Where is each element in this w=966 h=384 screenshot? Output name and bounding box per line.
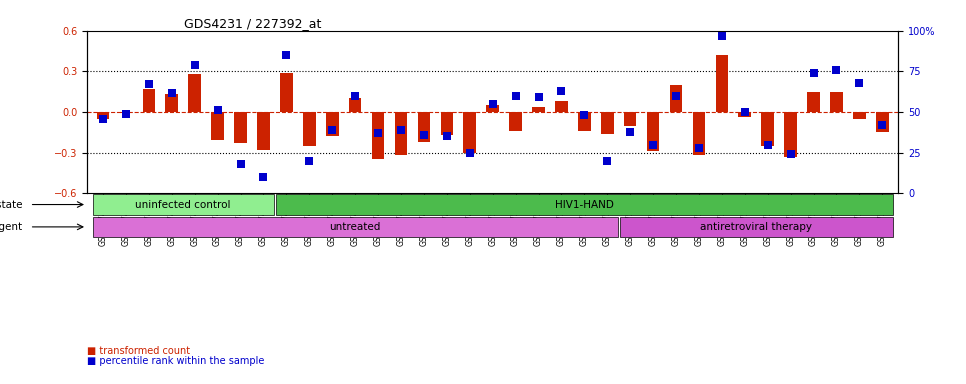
Point	[852, 80, 867, 86]
Bar	[303, 112, 316, 146]
Point	[622, 129, 638, 135]
Point	[737, 109, 753, 115]
FancyBboxPatch shape	[620, 217, 893, 237]
Bar	[326, 112, 338, 136]
Text: ■ percentile rank within the sample: ■ percentile rank within the sample	[87, 356, 265, 366]
Bar	[417, 112, 430, 142]
Bar	[212, 112, 224, 141]
Bar	[486, 105, 499, 112]
Point	[164, 89, 180, 96]
Bar	[716, 55, 728, 112]
Point	[829, 67, 844, 73]
Point	[233, 161, 248, 167]
Bar	[120, 112, 132, 113]
Bar	[509, 112, 522, 131]
Point	[348, 93, 363, 99]
Point	[440, 133, 455, 139]
Text: untreated: untreated	[329, 222, 381, 232]
Bar	[784, 112, 797, 157]
Bar	[853, 112, 866, 119]
Text: antiretroviral therapy: antiretroviral therapy	[700, 222, 812, 232]
Bar	[624, 112, 637, 126]
Point	[210, 108, 225, 114]
FancyBboxPatch shape	[93, 194, 273, 215]
Point	[301, 158, 317, 164]
Text: ■ transformed count: ■ transformed count	[87, 346, 190, 356]
Point	[760, 141, 776, 147]
Text: HIV1-HAND: HIV1-HAND	[554, 200, 613, 210]
Point	[530, 94, 546, 101]
Point	[256, 174, 271, 180]
Text: uninfected control: uninfected control	[135, 200, 231, 210]
Point	[714, 33, 729, 39]
Bar	[165, 94, 178, 112]
Point	[577, 112, 592, 118]
Bar	[601, 112, 613, 134]
Bar	[395, 112, 408, 156]
Bar	[669, 85, 682, 112]
FancyBboxPatch shape	[93, 217, 617, 237]
Bar	[693, 112, 705, 156]
Point	[692, 145, 707, 151]
Point	[118, 111, 133, 117]
Point	[393, 127, 409, 133]
Point	[554, 88, 569, 94]
Bar	[188, 74, 201, 112]
Bar	[808, 92, 820, 112]
Text: GDS4231 / 227392_at: GDS4231 / 227392_at	[185, 17, 322, 30]
Point	[485, 101, 500, 107]
Bar	[761, 112, 774, 146]
Point	[187, 62, 203, 68]
Bar	[349, 98, 361, 112]
Bar	[440, 112, 453, 135]
Point	[600, 158, 615, 164]
Point	[278, 52, 294, 58]
Bar	[372, 112, 384, 159]
Bar	[143, 89, 156, 112]
Bar	[280, 73, 293, 112]
Bar	[257, 112, 270, 150]
Point	[782, 151, 798, 157]
Bar	[738, 112, 752, 118]
Bar	[578, 112, 590, 131]
Text: disease state: disease state	[0, 200, 23, 210]
Point	[141, 81, 156, 88]
Point	[806, 70, 821, 76]
Bar	[555, 101, 568, 112]
FancyBboxPatch shape	[276, 194, 893, 215]
Point	[325, 127, 340, 133]
Point	[645, 141, 661, 147]
Point	[96, 116, 111, 122]
Bar	[464, 112, 476, 153]
Bar	[97, 112, 109, 119]
Bar	[532, 107, 545, 112]
Point	[508, 93, 524, 99]
Bar	[830, 92, 842, 112]
Bar	[876, 112, 889, 132]
Point	[462, 150, 477, 156]
Text: agent: agent	[0, 222, 23, 232]
Point	[370, 130, 385, 136]
Point	[874, 122, 890, 128]
Bar	[647, 112, 660, 151]
Bar	[234, 112, 247, 143]
Point	[416, 132, 432, 138]
Point	[668, 93, 684, 99]
